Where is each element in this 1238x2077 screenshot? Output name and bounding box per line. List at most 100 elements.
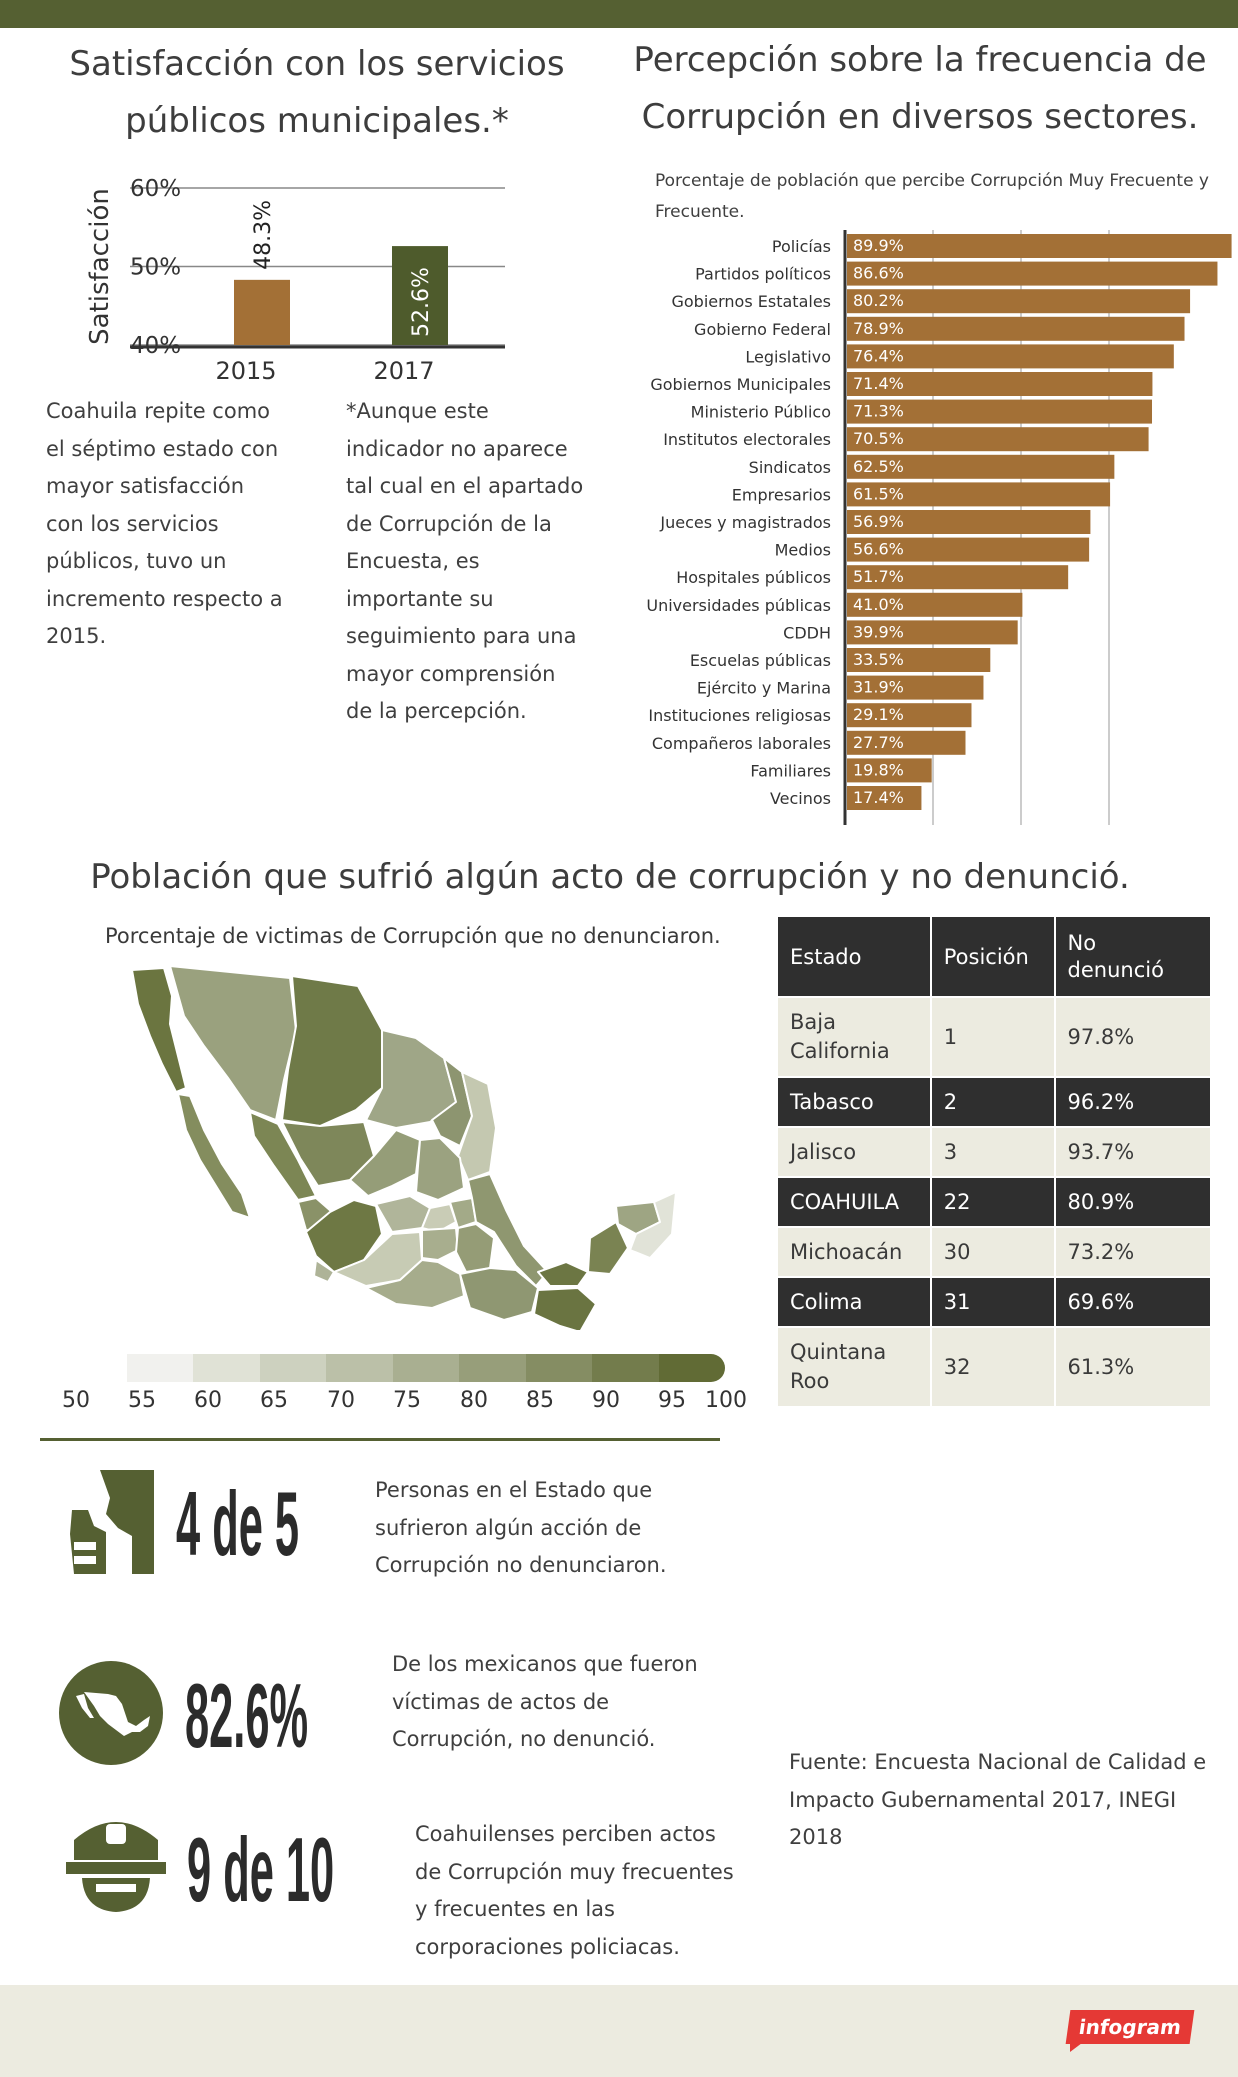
footer — [0, 1985, 1238, 2077]
state-san-luis-potosi — [415, 1137, 465, 1201]
legend-label: 75 — [393, 1388, 421, 1413]
stat-9-de-10-value: 9 de 10 — [187, 1819, 335, 1921]
state-mexico — [421, 1227, 459, 1261]
table-row: Colima 31 69.6% — [778, 1277, 1213, 1328]
cor-category-label: Hospitales públicos — [676, 568, 831, 587]
table-cell-posicion: 22 — [930, 1177, 1056, 1228]
cor-bar — [847, 786, 922, 810]
cor-bar-value-label: 78.9% — [853, 319, 904, 338]
table-cell-posicion: 3 — [930, 1127, 1056, 1178]
legend-label: 60 — [194, 1388, 222, 1413]
cor-category-label: Gobiernos Municipales — [650, 375, 831, 394]
map-legend — [127, 1354, 725, 1382]
cor-bar — [847, 510, 1091, 534]
top-bar — [0, 0, 1238, 28]
cor-category-label: Empresarios — [732, 485, 831, 504]
table-row: Quintana Roo 32 61.3% — [778, 1327, 1213, 1408]
cor-category-label: Familiares — [750, 761, 831, 780]
mexico-map-icon — [59, 1661, 163, 1765]
legend-swatch — [592, 1354, 659, 1382]
cor-bar — [847, 703, 972, 728]
table-header-row: Estado Posición No denunció — [778, 917, 1213, 998]
stat-4-de-5-text: Personas en el Estado que sufrieron algú… — [375, 1478, 667, 1577]
cor-bar — [847, 261, 1218, 286]
state-coahuila — [365, 1029, 457, 1129]
legend-swatch — [658, 1354, 725, 1382]
state-jalisco — [305, 1199, 383, 1273]
table-cell-estado: Tabasco — [778, 1077, 932, 1128]
cor-category-label: Legislativo — [745, 347, 831, 366]
cor-category-label: Instituciones religiosas — [648, 706, 831, 725]
state-sonora — [169, 965, 297, 1121]
state-oaxaca — [459, 1267, 539, 1321]
table-cell-estado: Jalisco — [778, 1127, 932, 1178]
cor-category-label: Universidades públicas — [646, 596, 831, 615]
cor-bar-value-label: 62.5% — [853, 457, 904, 476]
cor-bar — [847, 399, 1153, 424]
infogram-logo-tail — [1070, 2040, 1086, 2052]
cor-bar-value-label: 56.9% — [853, 512, 904, 531]
table-cell-no-denuncio: 93.7% — [1054, 1127, 1213, 1178]
state-queretaro — [421, 1203, 457, 1233]
table-cell-no-denuncio: 80.9% — [1054, 1177, 1213, 1228]
cor-bar — [847, 482, 1111, 507]
sat-ytick-label: 50% — [130, 255, 181, 281]
legend-label: 90 — [592, 1388, 620, 1413]
sat-bar-label: 52.6% — [409, 267, 434, 337]
cor-bar-value-label: 70.5% — [853, 429, 904, 448]
cor-bar — [847, 344, 1174, 369]
table-row: Baja California 1 97.8% — [778, 997, 1213, 1078]
cor-category-label: Ministerio Público — [691, 403, 831, 422]
cor-category-label: CDDH — [783, 623, 831, 642]
state-baja-california — [131, 967, 187, 1093]
legend-swatch — [525, 1354, 593, 1382]
source-text: Fuente: Encuesta Nacional de Calidad e I… — [789, 1750, 1207, 1849]
sat-bar-label: 48.3% — [251, 200, 276, 270]
state-baja-california-sur — [177, 1093, 251, 1219]
cor-bar — [847, 758, 932, 783]
infogram-logo[interactable]: infogram — [1065, 2010, 1195, 2044]
legend-swatch — [459, 1354, 526, 1382]
cor-bar-value-label: 27.7% — [853, 733, 904, 752]
cor-bar-value-label: 61.5% — [853, 484, 904, 503]
legend-label: 85 — [526, 1388, 554, 1413]
cor-bar-value-label: 51.7% — [853, 567, 904, 586]
cor-category-label: Gobierno Federal — [694, 320, 831, 339]
table-header-no-denuncio: No denunció — [1054, 917, 1213, 998]
table-cell-estado: Michoacán — [778, 1227, 932, 1278]
states-table-container: Estado Posición No denunció Baja Califor… — [778, 917, 1213, 1408]
cor-category-label: Ejército y Marina — [697, 679, 831, 698]
table-cell-estado: COAHUILA — [778, 1177, 932, 1228]
cor-bar — [847, 316, 1185, 341]
table-cell-estado: Colima — [778, 1277, 932, 1328]
table-cell-no-denuncio: 97.8% — [1054, 997, 1213, 1078]
cor-bar — [847, 427, 1149, 452]
legend-label: 95 — [658, 1388, 686, 1413]
cor-category-label: Compañeros laborales — [652, 734, 831, 753]
cor-bar-value-label: 56.6% — [853, 540, 904, 559]
legend-label: 70 — [327, 1388, 355, 1413]
table-cell-estado: Quintana Roo — [778, 1327, 932, 1408]
cor-bar-value-label: 76.4% — [853, 346, 904, 365]
cor-category-label: Partidos políticos — [695, 265, 831, 284]
table-header-posicion: Posición — [930, 917, 1056, 998]
satisfaction-note: *Aunque este indicador no aparece tal cu… — [346, 399, 584, 723]
cor-bar — [847, 592, 1023, 617]
silence-hand-icon — [70, 1470, 154, 1574]
cor-bar — [847, 454, 1115, 479]
table-cell-posicion: 31 — [930, 1277, 1056, 1328]
cor-bar-value-label: 39.9% — [853, 622, 904, 641]
cor-category-label: Jueces y magistrados — [659, 513, 831, 532]
table-cell-posicion: 2 — [930, 1077, 1056, 1128]
sat-category-label: 2015 — [215, 357, 276, 385]
police-officer-icon — [66, 1822, 166, 1912]
table-row: Jalisco 3 93.7% — [778, 1127, 1213, 1178]
legend-swatch — [326, 1354, 393, 1382]
legend-swatch — [193, 1354, 260, 1382]
satisfaction-description: Coahuila repite como el séptimo estado c… — [46, 399, 283, 648]
legend-swatch — [259, 1354, 327, 1382]
table-row: Michoacán 30 73.2% — [778, 1227, 1213, 1278]
table-cell-no-denuncio: 96.2% — [1054, 1077, 1213, 1128]
sat-y-axis-label: Satisfacción — [85, 188, 115, 345]
